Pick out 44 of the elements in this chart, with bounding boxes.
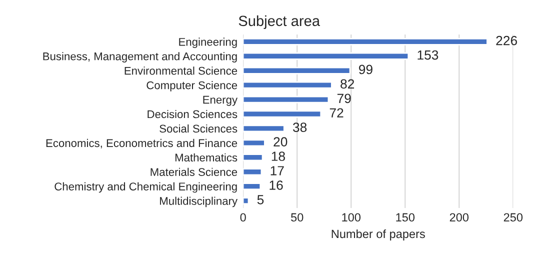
x-tick-label: 200 bbox=[450, 213, 469, 222]
y-tick-label: Energy bbox=[203, 96, 238, 106]
x-tick-label: 0 bbox=[240, 213, 246, 222]
bar bbox=[243, 110, 322, 118]
y-tick-label: Mathematics bbox=[175, 153, 238, 162]
bar bbox=[243, 96, 330, 104]
bar bbox=[243, 66, 351, 74]
bar bbox=[243, 182, 262, 190]
y-tick-label: Decision Sciences bbox=[148, 110, 238, 118]
data-label: 82 bbox=[340, 79, 354, 89]
data-label: 153 bbox=[418, 50, 438, 60]
bar bbox=[243, 81, 332, 89]
data-label: 16 bbox=[270, 180, 283, 190]
y-tick-label: Social Sciences bbox=[160, 124, 238, 133]
data-label: 38 bbox=[292, 122, 307, 132]
bar bbox=[243, 38, 488, 46]
y-tick-label: Business, Management and Accounting bbox=[43, 52, 237, 62]
x-tick-label: 100 bbox=[342, 213, 361, 222]
x-axis-title: Number of papers bbox=[332, 229, 425, 240]
bar bbox=[243, 154, 264, 162]
y-tick-label: Chemistry and Chemical Engineering bbox=[54, 182, 237, 193]
y-tick-label: Economics, Econometrics and Finance bbox=[46, 138, 238, 148]
chart-title: Subject area bbox=[238, 15, 320, 29]
bar bbox=[243, 168, 262, 176]
bar bbox=[243, 52, 410, 60]
data-label: 79 bbox=[337, 94, 351, 104]
data-label: 5 bbox=[257, 195, 264, 204]
data-label: 20 bbox=[274, 137, 288, 146]
bar bbox=[243, 139, 266, 147]
bar bbox=[243, 124, 285, 132]
x-tick-label: 250 bbox=[504, 213, 523, 222]
bar bbox=[243, 197, 250, 205]
y-tick-label: Multidisciplinary bbox=[160, 196, 238, 208]
data-label: 226 bbox=[496, 36, 517, 46]
y-tick-label: Materials Science bbox=[150, 168, 238, 176]
y-tick-label: Environmental Science bbox=[124, 66, 238, 75]
y-tick-label: Computer Science bbox=[146, 81, 238, 92]
x-tick-label: 50 bbox=[291, 213, 304, 222]
x-tick-label: 150 bbox=[396, 213, 415, 222]
data-label: 72 bbox=[330, 108, 344, 118]
data-label: 17 bbox=[270, 166, 284, 176]
data-label: 18 bbox=[272, 152, 285, 161]
y-tick-label: Engineering bbox=[179, 38, 237, 48]
data-label: 99 bbox=[358, 64, 372, 74]
